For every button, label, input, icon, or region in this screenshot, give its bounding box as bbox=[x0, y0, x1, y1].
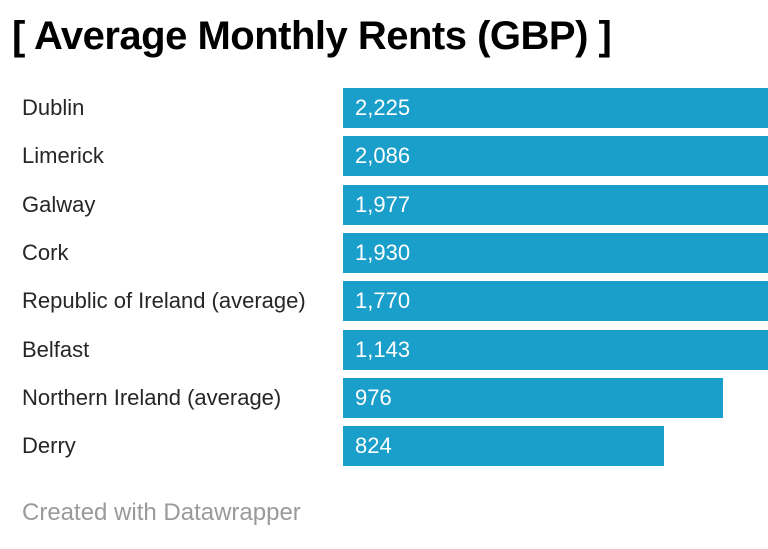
bar-area: 1,977 bbox=[343, 184, 768, 225]
bar-value-label: 2,086 bbox=[355, 143, 411, 169]
bar-value-label: 2,225 bbox=[355, 95, 411, 120]
chart-row: Cork 1,930 bbox=[0, 232, 768, 273]
bar-label: Northern Ireland (average) bbox=[22, 384, 282, 410]
bar-label: Republic of Ireland (average) bbox=[22, 288, 306, 314]
bar-rows: Dublin 2,225 Limerick 2,086 Galway 1,977… bbox=[0, 88, 768, 475]
bar-label: Belfast bbox=[22, 336, 90, 362]
bar-value-label: 1,143 bbox=[355, 336, 411, 362]
bar-area: 2,086 bbox=[343, 136, 768, 177]
datawrapper-credit-link[interactable]: Created with Datawrapper bbox=[22, 499, 301, 526]
bar: 824 bbox=[343, 426, 664, 467]
bar-label: Limerick bbox=[22, 143, 104, 169]
bar: 1,143 bbox=[343, 329, 768, 370]
bar-area: 976 bbox=[343, 377, 768, 418]
chart-row: Dublin 2,225 bbox=[0, 88, 768, 128]
chart-row: Galway 1,977 bbox=[0, 184, 768, 225]
chart-row: Belfast 1,143 bbox=[0, 329, 768, 370]
bar: 1,770 bbox=[343, 281, 768, 322]
bar: 2,225 bbox=[343, 88, 768, 128]
bar-value-label: 824 bbox=[355, 433, 392, 459]
bar-value-label: 1,770 bbox=[355, 288, 411, 314]
bar: 1,930 bbox=[343, 232, 768, 273]
bar: 976 bbox=[343, 377, 723, 418]
bar-label: Dublin bbox=[22, 95, 85, 120]
bar-area: 1,770 bbox=[343, 281, 768, 322]
chart-title: [ Average Monthly Rents (GBP) ] bbox=[12, 14, 612, 58]
bar-label: Cork bbox=[22, 239, 69, 265]
chart-row: Derry 824 bbox=[0, 426, 768, 467]
bar-area: 1,930 bbox=[343, 232, 768, 273]
bar: 2,086 bbox=[343, 136, 768, 177]
chart-row: Limerick 2,086 bbox=[0, 136, 768, 177]
bar-area: 1,143 bbox=[343, 329, 768, 370]
bar-value-label: 1,930 bbox=[355, 239, 411, 265]
bar-area: 824 bbox=[343, 426, 768, 467]
bar-value-label: 976 bbox=[355, 384, 392, 410]
chart-row: Northern Ireland (average) 976 bbox=[0, 377, 768, 418]
bar-label: Galway bbox=[22, 191, 96, 217]
bar-value-label: 1,977 bbox=[355, 191, 411, 217]
bar-area: 2,225 bbox=[343, 88, 768, 128]
chart-row: Republic of Ireland (average) 1,770 bbox=[0, 281, 768, 322]
bar-label: Derry bbox=[22, 433, 76, 459]
bar: 1,977 bbox=[343, 184, 768, 225]
